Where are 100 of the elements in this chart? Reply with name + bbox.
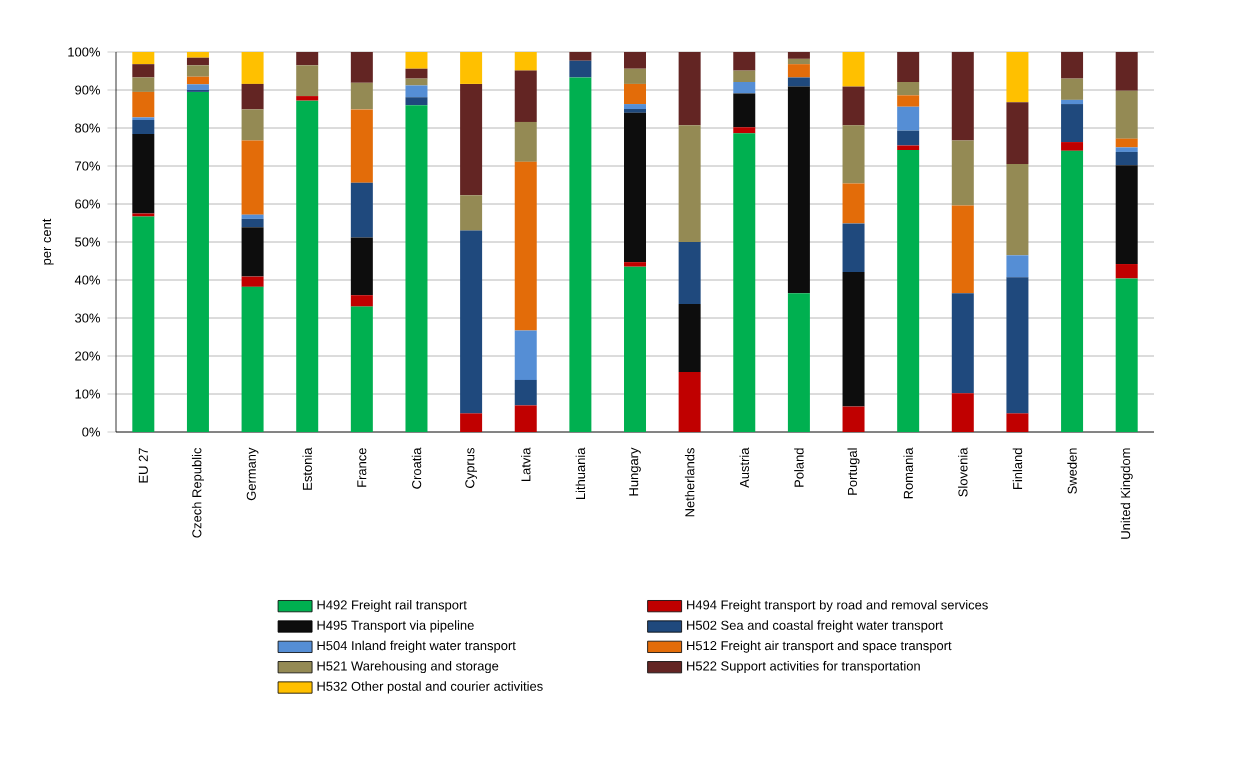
- bar: [132, 64, 155, 78]
- bar: [296, 52, 319, 66]
- bar: [186, 57, 209, 66]
- bar: [405, 52, 428, 69]
- bar: [460, 52, 483, 84]
- bar: [842, 125, 865, 184]
- bar: [1006, 255, 1029, 278]
- bar: [514, 379, 537, 406]
- bar: [733, 82, 756, 94]
- bar: [624, 266, 647, 432]
- bar: [842, 86, 865, 126]
- bar: [1115, 264, 1138, 279]
- bar: [897, 52, 920, 83]
- bar: [514, 121, 537, 162]
- bar: [241, 276, 264, 287]
- bar: [405, 68, 428, 79]
- bar: [842, 223, 865, 273]
- bar: [569, 52, 592, 61]
- bar: [514, 70, 537, 122]
- bar: [787, 58, 810, 65]
- bar: [897, 130, 920, 146]
- bar: [678, 125, 701, 242]
- bar: [787, 64, 810, 78]
- bar: [132, 134, 155, 214]
- bar: [514, 52, 537, 71]
- bar: [624, 83, 647, 105]
- bar: [1006, 164, 1029, 256]
- bar: [951, 293, 974, 394]
- bar: [678, 371, 701, 432]
- bar: [842, 52, 865, 87]
- bar: [1006, 413, 1029, 432]
- bar: [132, 52, 155, 65]
- bar: [624, 112, 647, 263]
- bar: [1006, 52, 1029, 103]
- bar: [186, 52, 209, 58]
- bar: [241, 218, 264, 228]
- bar: [186, 65, 209, 77]
- bar: [350, 82, 373, 110]
- bar: [897, 82, 920, 96]
- bar: [241, 109, 264, 141]
- bar: [186, 84, 209, 90]
- bar: [733, 127, 756, 134]
- bar: [733, 93, 756, 128]
- bar: [787, 86, 810, 294]
- bar: [132, 120, 155, 135]
- bar: [842, 406, 865, 432]
- bar: [1061, 104, 1084, 143]
- bar: [241, 83, 264, 110]
- bar: [1061, 142, 1084, 151]
- bar: [897, 95, 920, 107]
- bar: [897, 106, 920, 131]
- bar: [296, 100, 319, 432]
- bar: [787, 293, 810, 432]
- bar: [1115, 165, 1138, 265]
- bar: [132, 216, 155, 432]
- bar: [678, 303, 701, 372]
- bar: [842, 183, 865, 224]
- bar: [514, 405, 537, 432]
- bar: [1115, 90, 1138, 139]
- bar: [678, 52, 701, 126]
- bar: [405, 85, 428, 98]
- bar: [787, 77, 810, 87]
- bar: [460, 83, 483, 196]
- bar: [951, 205, 974, 294]
- bar: [1061, 52, 1084, 79]
- bar: [897, 150, 920, 432]
- bar: [624, 52, 647, 69]
- bar: [350, 295, 373, 307]
- bar: [350, 109, 373, 183]
- bar: [296, 65, 319, 97]
- bar: [1061, 99, 1084, 105]
- bar: [1006, 277, 1029, 414]
- bar: [1115, 52, 1138, 91]
- bar: [132, 91, 155, 118]
- bar: [186, 91, 209, 432]
- bar: [842, 272, 865, 407]
- bar: [1061, 150, 1084, 432]
- bar: [624, 68, 647, 84]
- bar: [514, 330, 537, 380]
- bar: [132, 77, 155, 92]
- bar: [350, 52, 373, 83]
- bar: [514, 161, 537, 331]
- bar: [460, 230, 483, 414]
- bar: [241, 52, 264, 84]
- bar: [787, 52, 810, 59]
- bar: [186, 76, 209, 85]
- bar: [405, 105, 428, 432]
- bar: [460, 195, 483, 231]
- bar: [241, 227, 264, 277]
- bar: [1061, 78, 1084, 100]
- bar: [405, 97, 428, 106]
- bar: [569, 77, 592, 432]
- bar: [733, 133, 756, 432]
- bar: [897, 145, 920, 151]
- bar: [241, 140, 264, 215]
- bar: [350, 237, 373, 296]
- bar: [1006, 102, 1029, 165]
- bar: [1115, 151, 1138, 166]
- bar: [733, 70, 756, 83]
- bar: [733, 52, 756, 71]
